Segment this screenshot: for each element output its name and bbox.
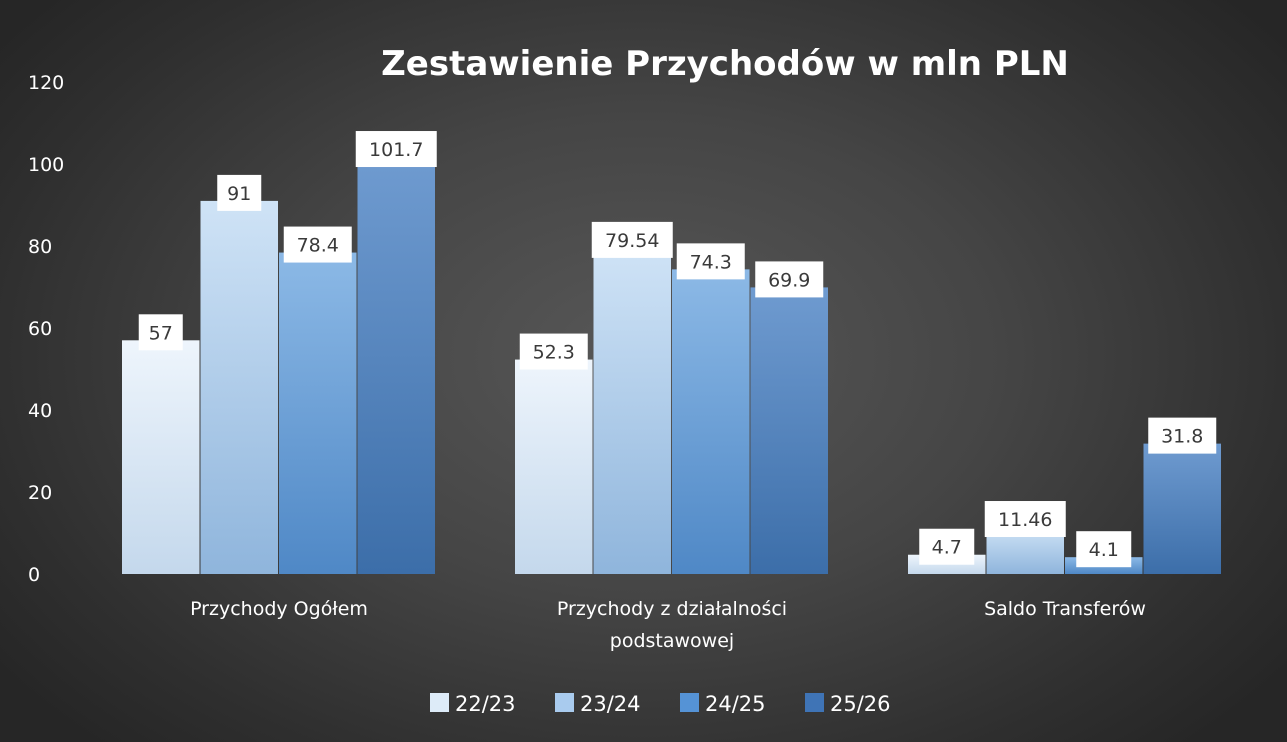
y-tick-label: 60 <box>28 318 52 340</box>
legend-label: 24/25 <box>705 692 766 716</box>
data-label: 31.8 <box>1161 426 1203 448</box>
data-label-box <box>519 333 588 370</box>
data-label-box <box>591 221 673 258</box>
x-category-label: Przychody Ogółem <box>190 598 368 620</box>
bar <box>750 287 828 574</box>
bar <box>593 247 671 575</box>
data-label-box <box>355 131 437 168</box>
data-label-box <box>138 314 183 351</box>
bar <box>279 252 357 574</box>
y-tick-label: 0 <box>28 564 40 586</box>
bar <box>515 359 593 574</box>
y-tick-label: 80 <box>28 236 52 258</box>
legend-label: 23/24 <box>580 692 641 716</box>
data-label-box <box>919 528 975 565</box>
data-label: 91 <box>227 183 251 205</box>
bar-series-group <box>122 157 1221 575</box>
y-tick-label: 20 <box>28 482 52 504</box>
legend-label: 25/26 <box>830 692 891 716</box>
data-label: 4.7 <box>932 537 962 559</box>
data-label: 101.7 <box>369 139 423 161</box>
y-axis: 0 20 40 60 80 100 120 <box>28 72 64 586</box>
bar <box>1143 443 1221 574</box>
bar <box>357 157 435 574</box>
data-label: 57 <box>149 322 173 344</box>
x-category-label: podstawowej <box>610 630 734 652</box>
data-label-box <box>217 174 262 211</box>
legend-swatch <box>430 693 449 712</box>
data-label: 74.3 <box>690 251 732 273</box>
bar <box>200 200 278 574</box>
data-label-box <box>1076 531 1132 568</box>
data-label: 11.46 <box>998 509 1052 531</box>
legend-label: 22/23 <box>455 692 516 716</box>
bar <box>122 340 200 574</box>
legend-swatch <box>680 693 699 712</box>
data-label: 52.3 <box>533 342 575 364</box>
data-label-box <box>984 501 1066 538</box>
chart-title: Zestawienie Przychodów w mln PLN <box>381 44 1069 84</box>
data-label: 79.54 <box>605 230 659 252</box>
x-axis: Przychody Ogółem Przychody z działalności… <box>190 598 1146 652</box>
data-label-box <box>283 226 352 263</box>
data-labels-group: 57 91 78.4 101.7 52.3 79.54 74.3 69.9 4.7 11.46 4.… <box>138 131 1217 568</box>
y-tick-label: 100 <box>28 154 64 176</box>
legend-swatch <box>555 693 574 712</box>
y-tick-label: 40 <box>28 400 52 422</box>
data-label: 78.4 <box>297 235 339 257</box>
y-tick-label: 120 <box>28 72 64 94</box>
legend-swatch <box>805 693 824 712</box>
data-label-box <box>755 261 824 298</box>
data-label: 4.1 <box>1089 539 1119 561</box>
x-category-label: Przychody z działalności <box>557 598 787 620</box>
x-category-label: Saldo Transferów <box>984 598 1146 620</box>
data-label-box <box>1148 417 1217 454</box>
bar <box>672 269 750 574</box>
legend: 22/23 23/24 24/25 25/26 <box>430 692 891 716</box>
data-label-box <box>676 243 745 280</box>
data-label: 69.9 <box>768 269 810 291</box>
